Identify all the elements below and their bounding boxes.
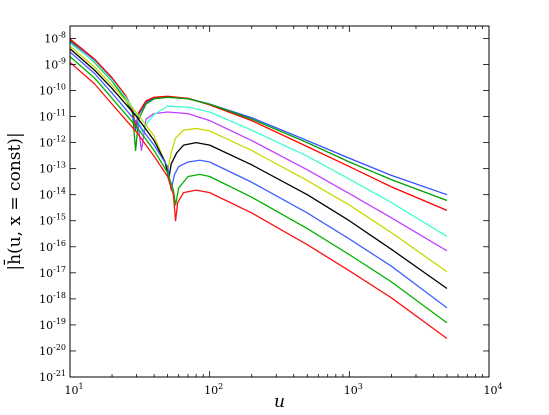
y-tick-label: 10-21 <box>39 369 66 384</box>
y-tick-label: 10-8 <box>44 30 66 45</box>
y-tick-label: 10-18 <box>39 291 66 306</box>
x-tick-label: 103 <box>344 382 363 397</box>
series-line-8 <box>70 51 448 309</box>
series-line-6 <box>70 45 448 273</box>
series-line-7 <box>70 48 448 290</box>
y-tick-label: 10-14 <box>39 187 66 202</box>
y-tick-label: 10-20 <box>39 343 66 358</box>
plot-frame <box>69 25 490 378</box>
y-tick-label: 10-9 <box>44 56 66 71</box>
y-tick-label: 10-10 <box>39 83 66 98</box>
series-layer <box>70 38 448 340</box>
x-tick-label: 101 <box>64 382 83 397</box>
y-axis-label: |h̄(u, x = const)| <box>2 132 25 270</box>
x-tick-label: 104 <box>483 382 502 397</box>
series-line-4 <box>70 41 448 252</box>
series-line-1 <box>70 39 448 196</box>
y-tick-label: 10-16 <box>39 239 66 254</box>
x-axis-label: u <box>274 392 285 412</box>
series-line-3 <box>70 40 448 202</box>
series-line-5 <box>70 42 448 237</box>
y-tick-label: 10-12 <box>39 135 66 150</box>
y-tick-label: 10-15 <box>39 213 66 228</box>
series-line-2 <box>70 38 448 211</box>
x-tick-label: 102 <box>204 382 223 397</box>
series-line-9 <box>70 56 448 324</box>
tick-layer: 101 102 103 104 10-8 10-9 10-10 10-11 10-12 10-13… <box>39 26 503 397</box>
series-line-10 <box>70 61 448 340</box>
y-tick-label: 10-17 <box>39 265 66 280</box>
y-tick-label: 10-19 <box>39 317 66 332</box>
y-tick-label: 10-13 <box>39 161 66 176</box>
y-tick-label: 10-11 <box>39 109 66 124</box>
